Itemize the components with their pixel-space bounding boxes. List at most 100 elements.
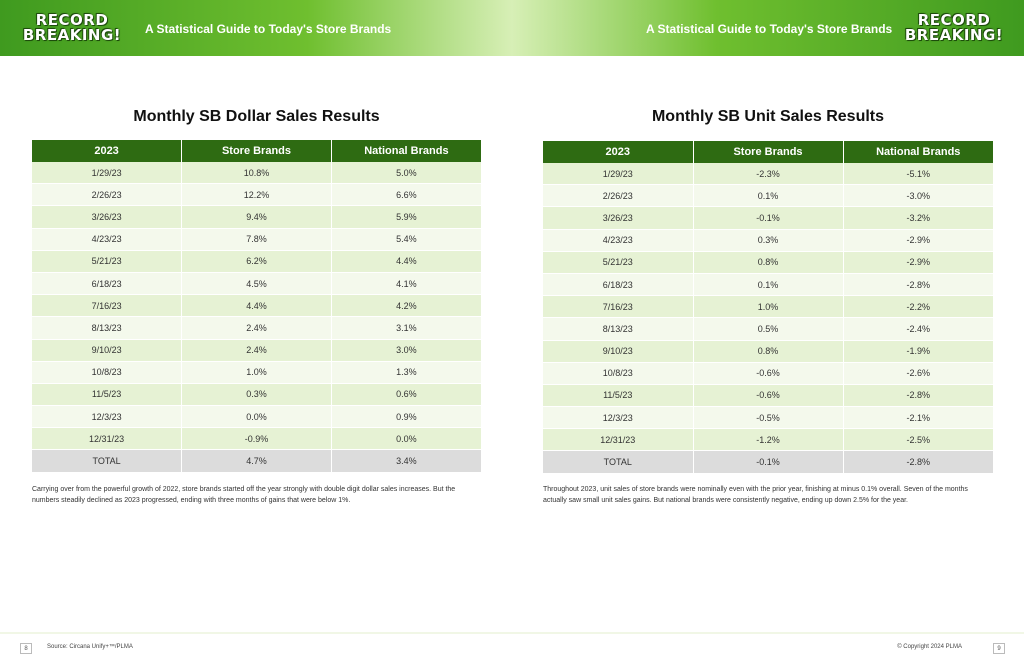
logo-line2: BREAKING! xyxy=(22,26,122,44)
table-row: 10/8/23 1.0% 1.3% xyxy=(32,361,481,384)
unit-table-description: Throughout 2023, unit sales of store bra… xyxy=(543,486,968,504)
table-row: 12/31/23 -1.2% -2.5% xyxy=(543,428,993,452)
table-row: 2/26/23 0.1% -3.0% xyxy=(543,184,993,208)
record-breaking-logo: RECORD BREAKING! xyxy=(904,4,1004,52)
table-row: 3/26/23 9.4% 5.9% xyxy=(32,205,481,229)
record-breaking-logo: RECORD BREAKING! xyxy=(22,4,122,52)
table-cell: 0.0% xyxy=(331,427,481,451)
table-cell: 2.4% xyxy=(181,339,332,362)
table-cell: -5.1% xyxy=(843,163,993,186)
table-cell: 10/8/23 xyxy=(32,361,183,384)
table-row: 1/29/23 -2.3% -5.1% xyxy=(543,163,993,186)
table-cell: 5.9% xyxy=(331,205,481,229)
table-cell: -0.1% xyxy=(693,206,844,230)
table-cell: -2.5% xyxy=(843,428,993,452)
table-cell: 4.1% xyxy=(331,272,481,296)
table-cell: 8/13/23 xyxy=(543,317,694,341)
header-tagline: A Statistical Guide to Today's Store Bra… xyxy=(646,22,893,36)
table-cell: 0.3% xyxy=(693,229,844,252)
column-header: National Brands xyxy=(843,141,993,163)
total-cell: TOTAL xyxy=(32,449,183,473)
header-tagline: A Statistical Guide to Today's Store Bra… xyxy=(145,22,392,36)
table-cell: -0.5% xyxy=(693,406,844,430)
table-cell: 9/10/23 xyxy=(32,339,183,362)
table-cell: 3.0% xyxy=(331,339,481,362)
table-cell: 1.3% xyxy=(331,361,481,384)
table-cell: -2.8% xyxy=(843,273,993,297)
table-cell: 5/21/23 xyxy=(32,250,183,273)
table-cell: 5.0% xyxy=(331,162,481,185)
table-row: 10/8/23 -0.6% -2.6% xyxy=(543,362,993,385)
table-cell: -3.0% xyxy=(843,184,993,208)
table-row: 5/21/23 0.8% -2.9% xyxy=(543,251,993,274)
total-row: TOTAL -0.1% -2.8% xyxy=(543,450,993,474)
table-cell: -2.9% xyxy=(843,251,993,274)
table-row: 12/3/23 -0.5% -2.1% xyxy=(543,406,993,430)
table-cell: 0.5% xyxy=(693,317,844,341)
table-cell: -2.6% xyxy=(843,362,993,385)
table-cell: -0.6% xyxy=(693,384,844,408)
table-row: 4/23/23 7.8% 5.4% xyxy=(32,228,481,251)
table-cell: 7.8% xyxy=(181,228,332,251)
logo-line1: RECORD xyxy=(917,11,991,29)
table-cell: 3/26/23 xyxy=(543,206,694,230)
page-number-left: 8 xyxy=(20,643,32,654)
table-cell: 4/23/23 xyxy=(543,229,694,252)
table-cell: 0.1% xyxy=(693,184,844,208)
table-row: 1/29/23 10.8% 5.0% xyxy=(32,162,481,185)
table-row: 3/26/23 -0.1% -3.2% xyxy=(543,206,993,230)
table-cell: 0.6% xyxy=(331,383,481,407)
table-row: 4/23/23 0.3% -2.9% xyxy=(543,229,993,252)
copyright-note: © Copyright 2024 PLMA xyxy=(897,644,962,650)
table-cell: 0.9% xyxy=(331,405,481,429)
total-row: TOTAL 4.7% 3.4% xyxy=(32,449,481,473)
table-cell: -2.8% xyxy=(843,384,993,408)
column-header: 2023 xyxy=(32,140,183,162)
table-cell: 5/21/23 xyxy=(543,251,694,274)
table-cell: -3.2% xyxy=(843,206,993,230)
table-cell: 1/29/23 xyxy=(32,162,183,185)
table-cell: 1.0% xyxy=(181,361,332,384)
table-row: 6/18/23 4.5% 4.1% xyxy=(32,272,481,296)
table-cell: 0.1% xyxy=(693,273,844,297)
table-cell: 8/13/23 xyxy=(32,316,183,340)
table-row: 8/13/23 2.4% 3.1% xyxy=(32,316,481,340)
table-cell: 10.8% xyxy=(181,162,332,185)
table-cell: 0.0% xyxy=(181,405,332,429)
table-cell: -2.3% xyxy=(693,163,844,186)
table-cell: -2.2% xyxy=(843,295,993,319)
table-cell: -1.2% xyxy=(693,428,844,452)
table-cell: 12/3/23 xyxy=(543,406,694,430)
table-row: 2/26/23 12.2% 6.6% xyxy=(32,183,481,207)
source-note: Source: Circana Unify+™/PLMA xyxy=(47,644,133,650)
table-cell: -0.6% xyxy=(693,362,844,385)
table-cell: 11/5/23 xyxy=(32,383,183,407)
unit-sales-table: 2023 Store Brands National Brands 1/29/2… xyxy=(543,141,993,474)
table-row: 9/10/23 2.4% 3.0% xyxy=(32,339,481,362)
table-cell: 7/16/23 xyxy=(543,295,694,319)
table-row: 12/31/23 -0.9% 0.0% xyxy=(32,427,481,451)
table-cell: -1.9% xyxy=(843,340,993,363)
table-cell: -2.4% xyxy=(843,317,993,341)
table-cell: 3.1% xyxy=(331,316,481,340)
column-header: National Brands xyxy=(331,140,481,162)
total-cell: TOTAL xyxy=(543,450,694,474)
table-cell: 4.2% xyxy=(331,294,481,318)
page-number-right: 9 xyxy=(993,643,1005,654)
dollar-table-description: Carrying over from the powerful growth o… xyxy=(32,486,456,504)
table-row: 7/16/23 4.4% 4.2% xyxy=(32,294,481,318)
table-cell: 0.8% xyxy=(693,251,844,274)
table-cell: 2/26/23 xyxy=(32,183,183,207)
table-cell: -2.1% xyxy=(843,406,993,430)
column-header: Store Brands xyxy=(693,141,844,163)
table-row: 8/13/23 0.5% -2.4% xyxy=(543,317,993,341)
total-cell: 3.4% xyxy=(331,449,481,473)
table-cell: 6/18/23 xyxy=(543,273,694,297)
table-cell: -2.9% xyxy=(843,229,993,252)
dollar-table-title: Monthly SB Dollar Sales Results xyxy=(133,108,380,125)
table-cell: 4/23/23 xyxy=(32,228,183,251)
table-row: 5/21/23 6.2% 4.4% xyxy=(32,250,481,273)
header-banner xyxy=(0,0,1024,56)
table-cell: 9.4% xyxy=(181,205,332,229)
column-header: 2023 xyxy=(543,141,694,163)
